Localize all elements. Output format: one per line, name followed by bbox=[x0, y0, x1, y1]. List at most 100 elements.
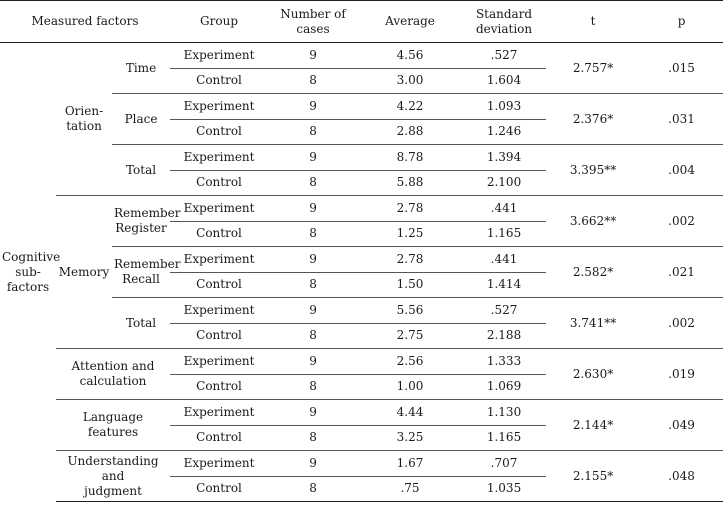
p-cell: .049 bbox=[640, 399, 723, 451]
attention-calculation-label: Attention and calculation bbox=[56, 348, 171, 400]
header-number-of-cases: Number of cases bbox=[268, 0, 359, 43]
sd-cell: 1.165 bbox=[462, 220, 547, 247]
sd-cell: 1.333 bbox=[486, 353, 522, 368]
sd-cell: .441 bbox=[490, 251, 518, 266]
average-cell: .75 bbox=[358, 475, 463, 502]
n-cell: 8 bbox=[268, 424, 359, 451]
average-cell: 2.78 bbox=[396, 251, 424, 266]
average-cell: 2.78 bbox=[396, 200, 424, 215]
orientation-total-label: Total bbox=[112, 144, 171, 196]
cognitive-subfactors-label: Cognitive sub- factors bbox=[0, 43, 60, 502]
remember-register-label: Remember Register bbox=[112, 195, 181, 247]
group-cell: Control bbox=[170, 118, 269, 145]
group-cell: Experiment bbox=[183, 47, 255, 62]
average-cell: 3.25 bbox=[358, 424, 463, 451]
header-sd-line2: deviation bbox=[475, 21, 533, 36]
table-row: Control 8 .75 1.035 bbox=[0, 475, 723, 502]
header-p: p bbox=[640, 0, 723, 43]
t-cell: 2.630* bbox=[546, 348, 641, 400]
sd-cell: 2.100 bbox=[462, 169, 547, 196]
p-cell: .002 bbox=[640, 297, 723, 349]
p-cell: .015 bbox=[640, 42, 723, 94]
sd-cell: 1.093 bbox=[486, 98, 522, 113]
n-cell: 9 bbox=[309, 47, 317, 62]
table-row: Control 8 5.88 2.100 bbox=[0, 169, 723, 196]
header-row: Measured factors Group Number of cases A… bbox=[0, 0, 723, 43]
n-cell: 8 bbox=[268, 373, 359, 400]
table-row: Control 8 3.00 1.604 bbox=[0, 67, 723, 94]
sd-cell: 1.165 bbox=[462, 424, 547, 451]
group-cell: Control bbox=[170, 475, 269, 502]
header-measured-factors: Measured factors bbox=[0, 0, 171, 43]
average-cell: 2.75 bbox=[358, 322, 463, 349]
table-row: Attention and calculation Experiment 9 2… bbox=[0, 348, 723, 400]
attention-line2: calculation bbox=[79, 374, 147, 388]
n-cell: 8 bbox=[268, 271, 359, 298]
p-cell: .002 bbox=[640, 195, 723, 247]
sd-cell: 1.130 bbox=[486, 404, 522, 419]
average-cell: 4.44 bbox=[396, 404, 424, 419]
group-cell: Experiment bbox=[183, 98, 255, 113]
group-cell: Experiment bbox=[183, 200, 255, 215]
sd-cell: .527 bbox=[490, 47, 518, 62]
remember-register-line1: Remember bbox=[114, 206, 181, 220]
group-cell: Control bbox=[170, 322, 269, 349]
p-cell: .004 bbox=[640, 144, 723, 196]
table-row: Control 8 1.00 1.069 bbox=[0, 373, 723, 400]
group-cell: Control bbox=[170, 169, 269, 196]
table-row: Control 8 2.88 1.246 bbox=[0, 118, 723, 145]
orientation-line2: tation bbox=[66, 119, 102, 133]
average-cell: 5.88 bbox=[358, 169, 463, 196]
cognitive-line1: Cognitive bbox=[2, 249, 61, 264]
average-cell: 2.88 bbox=[358, 118, 463, 145]
p-cell: .019 bbox=[640, 348, 723, 400]
n-cell: 8 bbox=[268, 322, 359, 349]
average-cell: 1.67 bbox=[396, 455, 424, 470]
table-row: Control 8 1.25 1.165 bbox=[0, 220, 723, 247]
n-cell: 8 bbox=[268, 169, 359, 196]
t-cell: 2.155* bbox=[546, 450, 641, 502]
memory-label: Memory bbox=[56, 195, 112, 349]
table-row: Understanding and judgment Experiment 9 … bbox=[0, 450, 723, 502]
table-row: Memory Remember Register Experiment 9 2.… bbox=[0, 195, 723, 349]
table-row: Cognitive sub- factors Orien- tation Tim… bbox=[0, 42, 723, 294]
t-cell: 3.741** bbox=[546, 297, 641, 349]
header-sd-line1: Standard bbox=[475, 6, 533, 21]
group-cell: Experiment bbox=[183, 455, 255, 470]
table-row: Language features Experiment 9 4.44 1.13… bbox=[0, 399, 723, 451]
n-cell: 9 bbox=[309, 98, 317, 113]
remember-recall-line1: Remember bbox=[114, 257, 181, 271]
table-row: Total Experiment 9 8.78 1.394 3.395** .0… bbox=[0, 144, 723, 196]
understanding-judgment-label: Understanding and judgment bbox=[56, 450, 171, 502]
sd-cell: 1.394 bbox=[486, 149, 522, 164]
average-cell: 4.22 bbox=[396, 98, 424, 113]
sd-cell: .441 bbox=[490, 200, 518, 215]
sd-cell: 2.188 bbox=[462, 322, 547, 349]
orientation-line1: Orien- bbox=[64, 104, 104, 118]
t-cell: 3.662** bbox=[546, 195, 641, 247]
sd-cell: .527 bbox=[490, 302, 518, 317]
average-cell: 4.56 bbox=[396, 47, 424, 62]
group-cell: Control bbox=[170, 271, 269, 298]
average-cell: 3.00 bbox=[358, 67, 463, 94]
table-row: Control 8 3.25 1.165 bbox=[0, 424, 723, 451]
n-cell: 9 bbox=[309, 251, 317, 266]
language-features-label: Language features bbox=[56, 399, 171, 451]
average-cell: 1.50 bbox=[358, 271, 463, 298]
sd-cell: 1.246 bbox=[462, 118, 547, 145]
group-cell: Control bbox=[170, 424, 269, 451]
average-cell: 1.25 bbox=[358, 220, 463, 247]
table-row: Control 8 2.75 2.188 bbox=[0, 322, 723, 349]
memory-total-label: Total bbox=[112, 297, 171, 349]
header-n-line2: cases bbox=[296, 21, 330, 36]
t-cell: 3.395** bbox=[546, 144, 641, 196]
t-cell: 2.757* bbox=[546, 42, 641, 94]
sd-cell: 1.604 bbox=[462, 67, 547, 94]
n-cell: 9 bbox=[309, 200, 317, 215]
remember-recall-label: Remember Recall bbox=[112, 246, 181, 298]
average-cell: 8.78 bbox=[396, 149, 424, 164]
attention-line1: Attention and bbox=[71, 359, 155, 373]
understanding-line2: judgment bbox=[84, 483, 142, 498]
